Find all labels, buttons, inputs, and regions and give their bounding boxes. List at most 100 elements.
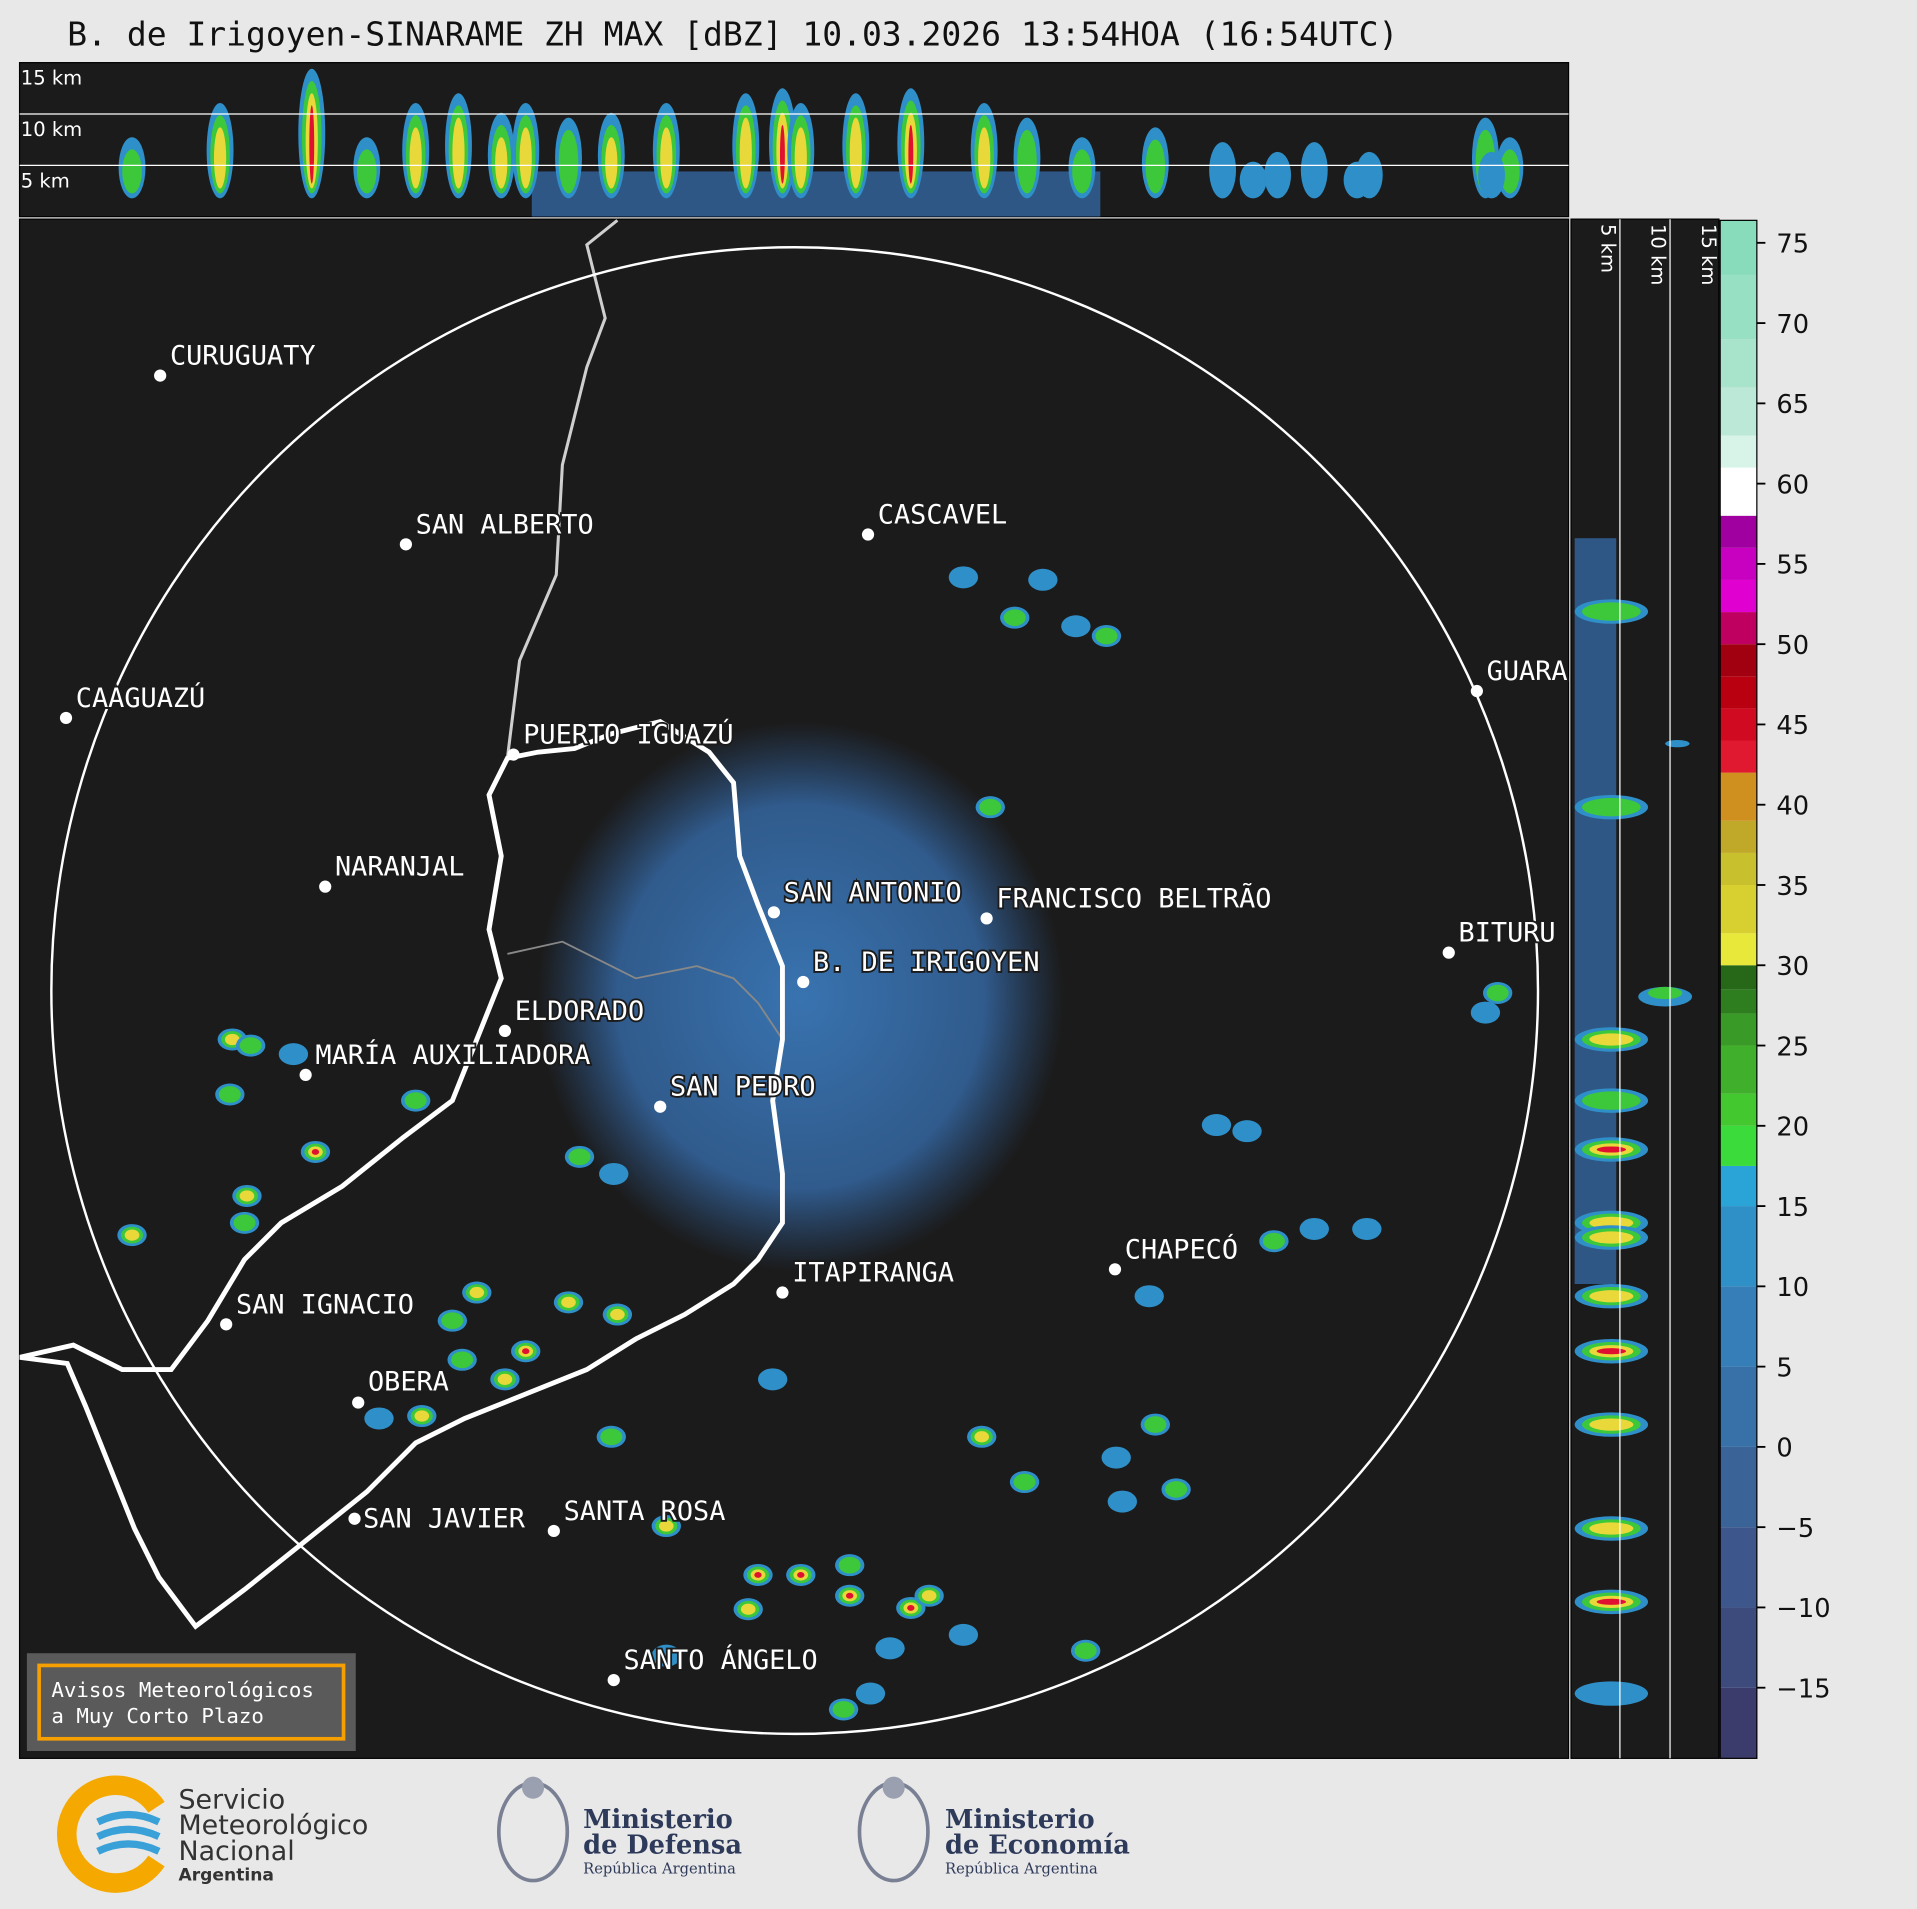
echo: [974, 1431, 990, 1443]
city-label[interactable]: CURUGUATY: [168, 339, 317, 374]
city-dot[interactable]: [767, 906, 781, 919]
echo: [658, 1520, 674, 1532]
echo-row: [1574, 1681, 1649, 1706]
echo-column: [452, 117, 465, 189]
echo: [218, 1086, 241, 1103]
colorbar-band: [1720, 1013, 1757, 1046]
colorbar-band: [1720, 387, 1757, 436]
city-label[interactable]: SAN ANTONIO: [782, 875, 964, 910]
echo: [1101, 1446, 1131, 1469]
colorbar-tick-label: −10: [1776, 1594, 1830, 1624]
city-label[interactable]: SAN IGNACIO: [234, 1287, 416, 1322]
echo-row: [1589, 1418, 1634, 1431]
emblem-sun: [522, 1776, 545, 1799]
side-echoes: [1574, 219, 1693, 1759]
logo-text: Meteorológico: [178, 1810, 368, 1841]
city-dot[interactable]: [861, 528, 875, 541]
colorbar-band: [1720, 1125, 1757, 1166]
echo: [1352, 1217, 1382, 1240]
city-label[interactable]: MARÍA AUXILIADORA: [314, 1037, 593, 1073]
echo: [1134, 1285, 1164, 1308]
colorbar-band: [1720, 1045, 1757, 1094]
echo-row: [1589, 1033, 1634, 1046]
colorbar-band: [1720, 515, 1757, 548]
smn-arc: [57, 1775, 165, 1893]
colorbar-tick-label: 20: [1776, 1113, 1809, 1143]
city-dot[interactable]: [348, 1512, 361, 1525]
colorbar-band: [1720, 772, 1757, 821]
city-dot[interactable]: [399, 538, 413, 551]
city-dot[interactable]: [352, 1396, 365, 1409]
city-dot[interactable]: [319, 880, 332, 893]
city-label[interactable]: SAN ALBERTO: [414, 507, 596, 542]
city-label[interactable]: BITURU: [1457, 916, 1558, 951]
smn-waves: [96, 1811, 161, 1855]
city-dot[interactable]: [654, 1100, 667, 1113]
city-label[interactable]: CASCAVEL: [876, 498, 1009, 533]
echo: [497, 1373, 513, 1385]
city-dot[interactable]: [797, 975, 810, 989]
echo-column: [605, 137, 618, 189]
echo-row: [1648, 986, 1683, 1000]
city-dot[interactable]: [59, 711, 73, 725]
city-label[interactable]: GUARA: [1485, 654, 1569, 689]
echo: [610, 1308, 625, 1321]
city-dot[interactable]: [980, 912, 993, 925]
warning-text: Avisos Meteorológicos: [51, 1678, 314, 1702]
colorbar-tick-label: 40: [1776, 791, 1809, 821]
colorbar-frame: [1719, 219, 1758, 1759]
smn-logo: Servicio Meteorológico Nacional Argentin…: [57, 1775, 368, 1893]
logo-text: Argentina: [178, 1866, 273, 1886]
echo: [522, 1348, 530, 1355]
city-label[interactable]: ITAPIRANGA: [790, 1256, 955, 1291]
city-dot[interactable]: [607, 1673, 620, 1687]
city-label[interactable]: B. DE IRIGOYEN: [811, 945, 1041, 980]
colorbar-band: [1720, 1607, 1757, 1688]
city-dot[interactable]: [299, 1068, 312, 1082]
echo: [1003, 609, 1026, 626]
echo-column: [1500, 149, 1520, 194]
colorbar-tick-label: 75: [1776, 230, 1809, 260]
echo-row: [1582, 1091, 1641, 1110]
city-label[interactable]: CHAPECÓ: [1123, 1231, 1240, 1267]
city-label[interactable]: OBERA: [366, 1365, 451, 1400]
city-dot[interactable]: [154, 369, 167, 382]
city-label[interactable]: SAN JAVIER: [361, 1501, 527, 1536]
echo: [278, 1043, 309, 1066]
economia-logo: Ministerio de Economía República Argenti…: [857, 1776, 1130, 1883]
echo: [239, 1037, 262, 1054]
city-label[interactable]: PUERTO IGUAZÚ: [521, 717, 735, 753]
city-label[interactable]: SAN PEDRO: [668, 1070, 817, 1105]
city-label[interactable]: NARANJAL: [333, 850, 466, 885]
warning-text: a Muy Corto Plazo: [51, 1704, 264, 1728]
warning-box[interactable]: [26, 1653, 356, 1752]
echo: [846, 1592, 854, 1599]
city-dot[interactable]: [1108, 1263, 1122, 1276]
city-dot[interactable]: [776, 1286, 789, 1299]
colorbar-tick-label: 55: [1776, 551, 1809, 581]
echo: [948, 1623, 979, 1646]
city-label[interactable]: FRANCISCO BELTRÃO: [995, 881, 1274, 917]
city-label[interactable]: SANTO ÁNGELO: [622, 1642, 820, 1678]
colorbar-band: [1720, 1687, 1757, 1759]
city-dot[interactable]: [547, 1524, 560, 1538]
colorbar-tick-label: 30: [1776, 952, 1809, 982]
echo: [1486, 984, 1509, 1002]
city-dot[interactable]: [220, 1318, 233, 1331]
city-label[interactable]: SANTA ROSA: [562, 1494, 727, 1529]
city-dot[interactable]: [1442, 946, 1455, 959]
city-label[interactable]: CAAGUAZÚ: [74, 680, 207, 716]
ground-clutter: [537, 721, 1064, 1272]
height-label: 10 km: [21, 118, 82, 141]
colorbar-band: [1720, 933, 1757, 966]
echo-row: [1596, 1598, 1627, 1605]
echo: [441, 1312, 464, 1329]
range-ring: [50, 246, 1540, 1736]
city-dot[interactable]: [507, 748, 520, 761]
clutter-band: [1574, 538, 1617, 1284]
colorbar-band: [1720, 820, 1757, 853]
city-dot[interactable]: [1470, 684, 1483, 698]
echo: [568, 1148, 591, 1166]
city-dot[interactable]: [498, 1024, 512, 1038]
city-label[interactable]: ELDORADO: [513, 994, 646, 1029]
